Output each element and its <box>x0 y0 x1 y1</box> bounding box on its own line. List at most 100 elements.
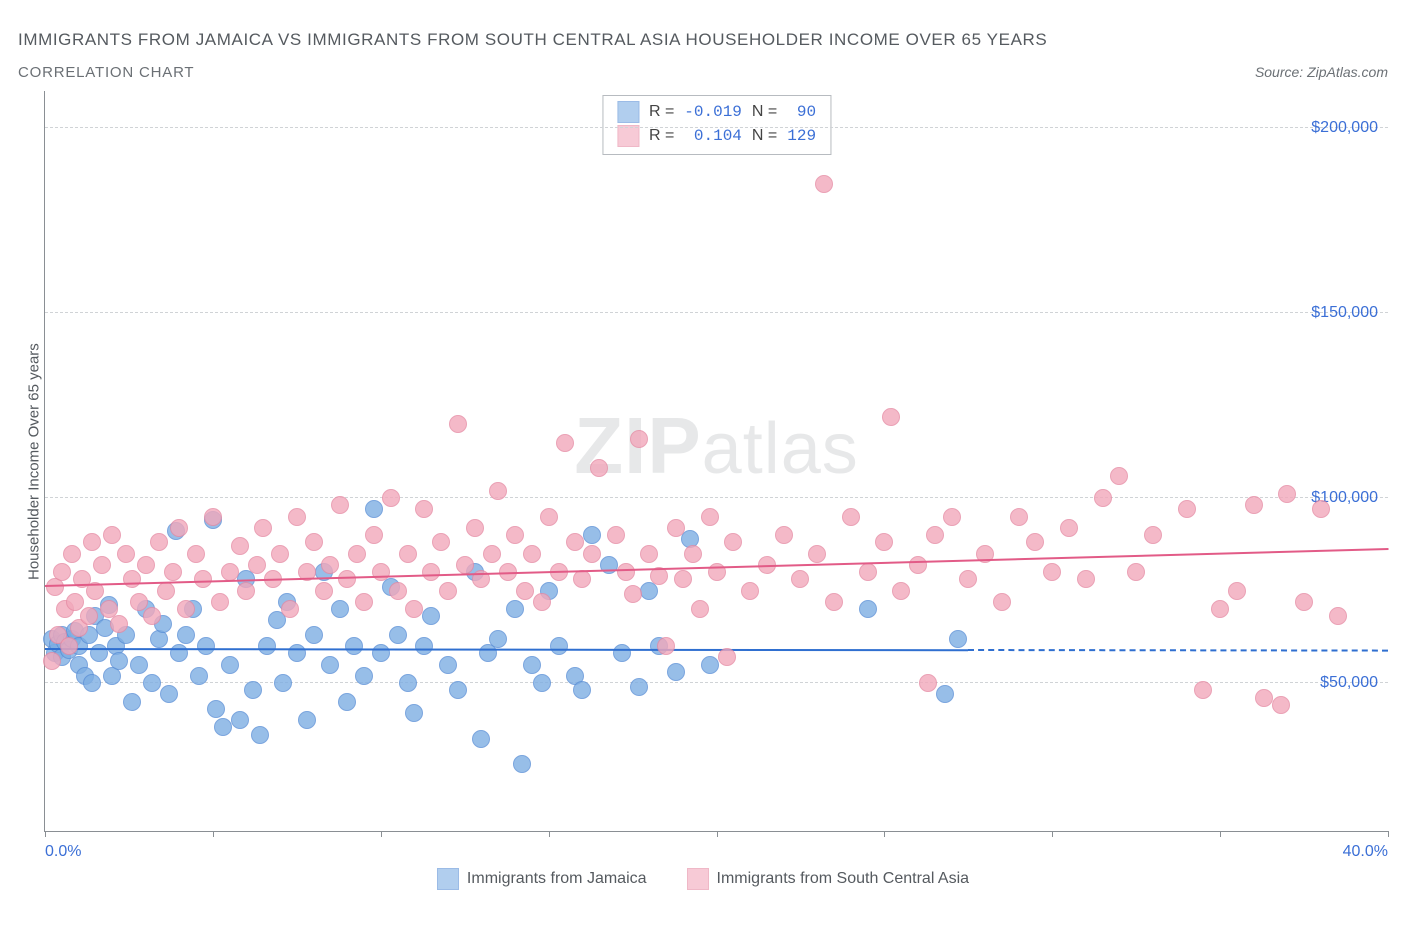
data-point-jamaica <box>936 685 954 703</box>
data-point-sc_asia <box>439 582 457 600</box>
legend-swatch <box>617 125 639 147</box>
data-point-jamaica <box>214 718 232 736</box>
data-point-sc_asia <box>211 593 229 611</box>
data-point-jamaica <box>701 656 719 674</box>
data-point-sc_asia <box>231 537 249 555</box>
data-point-sc_asia <box>815 175 833 193</box>
data-point-sc_asia <box>271 545 289 563</box>
data-point-sc_asia <box>926 526 944 544</box>
data-point-jamaica <box>422 607 440 625</box>
data-point-jamaica <box>630 678 648 696</box>
legend-swatch <box>617 101 639 123</box>
data-point-sc_asia <box>724 533 742 551</box>
x-tick-label: 0.0% <box>45 843 81 861</box>
data-point-sc_asia <box>281 600 299 618</box>
data-point-sc_asia <box>305 533 323 551</box>
data-point-sc_asia <box>1127 563 1145 581</box>
data-point-sc_asia <box>657 637 675 655</box>
data-point-sc_asia <box>523 545 541 563</box>
data-point-sc_asia <box>741 582 759 600</box>
data-point-sc_asia <box>389 582 407 600</box>
data-point-sc_asia <box>348 545 366 563</box>
data-point-sc_asia <box>177 600 195 618</box>
data-point-sc_asia <box>355 593 373 611</box>
data-point-sc_asia <box>1178 500 1196 518</box>
y-tick-label: $200,000 <box>1311 119 1378 137</box>
x-tick-mark <box>381 831 382 837</box>
data-point-sc_asia <box>959 570 977 588</box>
data-point-sc_asia <box>1010 508 1028 526</box>
data-point-sc_asia <box>1094 489 1112 507</box>
chart-subtitle: CORRELATION CHART <box>18 64 194 81</box>
gridline <box>45 497 1388 498</box>
stats-legend-box: R =-0.019N = 90R = 0.104N =129 <box>602 95 831 155</box>
data-point-sc_asia <box>1110 467 1128 485</box>
scatter-plot: ZIPatlas R =-0.019N = 90R = 0.104N =129 … <box>44 91 1388 832</box>
data-point-sc_asia <box>775 526 793 544</box>
data-point-jamaica <box>405 704 423 722</box>
data-point-jamaica <box>365 500 383 518</box>
gridline <box>45 312 1388 313</box>
data-point-jamaica <box>472 730 490 748</box>
data-point-jamaica <box>372 644 390 662</box>
data-point-sc_asia <box>157 582 175 600</box>
y-axis-label: Householder Income Over 65 years <box>18 91 44 832</box>
x-tick-label: 40.0% <box>1343 843 1388 861</box>
data-point-sc_asia <box>684 545 702 563</box>
data-point-jamaica <box>288 644 306 662</box>
data-point-sc_asia <box>60 637 78 655</box>
data-point-sc_asia <box>1278 485 1296 503</box>
legend-label: Immigrants from South Central Asia <box>717 870 970 888</box>
data-point-jamaica <box>550 637 568 655</box>
data-point-sc_asia <box>1245 496 1263 514</box>
data-point-sc_asia <box>583 545 601 563</box>
data-point-jamaica <box>506 600 524 618</box>
data-point-sc_asia <box>321 556 339 574</box>
legend-swatch <box>437 868 459 890</box>
y-tick-label: $50,000 <box>1320 674 1378 692</box>
data-point-sc_asia <box>288 508 306 526</box>
x-tick-mark <box>45 831 46 837</box>
data-point-sc_asia <box>1312 500 1330 518</box>
data-point-sc_asia <box>919 674 937 692</box>
data-point-sc_asia <box>93 556 111 574</box>
data-point-sc_asia <box>909 556 927 574</box>
data-point-sc_asia <box>1144 526 1162 544</box>
data-point-sc_asia <box>943 508 961 526</box>
data-point-jamaica <box>331 600 349 618</box>
data-point-sc_asia <box>516 582 534 600</box>
data-point-jamaica <box>244 681 262 699</box>
x-tick-mark <box>1052 831 1053 837</box>
data-point-sc_asia <box>399 545 417 563</box>
data-point-sc_asia <box>533 593 551 611</box>
data-point-sc_asia <box>204 508 222 526</box>
data-point-sc_asia <box>103 526 121 544</box>
data-point-sc_asia <box>701 508 719 526</box>
data-point-sc_asia <box>489 482 507 500</box>
data-point-jamaica <box>258 637 276 655</box>
legend-item-sc_asia: Immigrants from South Central Asia <box>687 868 970 890</box>
data-point-jamaica <box>170 644 188 662</box>
data-point-sc_asia <box>993 593 1011 611</box>
data-point-sc_asia <box>691 600 709 618</box>
data-point-jamaica <box>533 674 551 692</box>
data-point-sc_asia <box>1211 600 1229 618</box>
data-point-sc_asia <box>123 570 141 588</box>
x-tick-mark <box>1388 831 1389 837</box>
data-point-sc_asia <box>150 533 168 551</box>
data-point-jamaica <box>338 693 356 711</box>
data-point-sc_asia <box>1026 533 1044 551</box>
data-point-sc_asia <box>875 533 893 551</box>
data-point-jamaica <box>110 652 128 670</box>
data-point-sc_asia <box>164 563 182 581</box>
data-point-sc_asia <box>422 563 440 581</box>
data-point-jamaica <box>197 637 215 655</box>
stats-row-jamaica: R =-0.019N = 90 <box>617 100 816 124</box>
data-point-jamaica <box>274 674 292 692</box>
data-point-sc_asia <box>405 600 423 618</box>
data-point-jamaica <box>449 681 467 699</box>
data-point-sc_asia <box>466 519 484 537</box>
data-point-sc_asia <box>842 508 860 526</box>
data-point-sc_asia <box>718 648 736 666</box>
data-point-sc_asia <box>566 533 584 551</box>
